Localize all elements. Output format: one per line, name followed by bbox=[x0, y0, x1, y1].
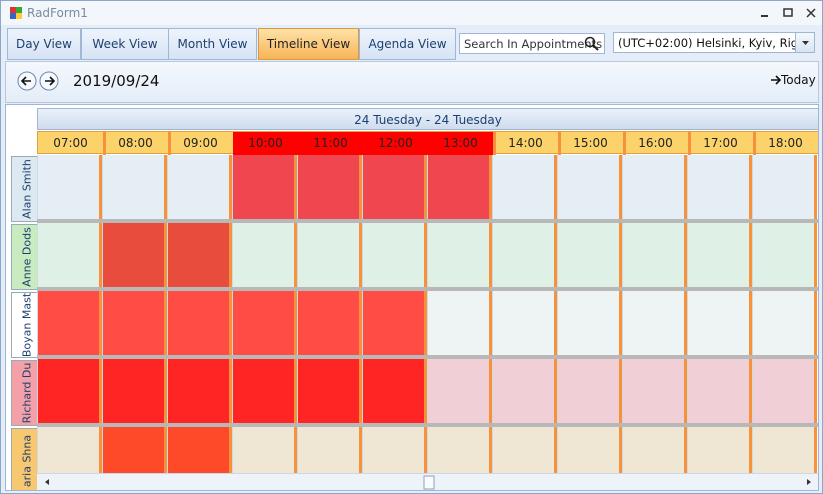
time-slot[interactable] bbox=[102, 155, 167, 219]
time-slot[interactable] bbox=[557, 155, 622, 219]
nav-bar: 2019/09/24 Today bbox=[5, 61, 819, 103]
window-controls[interactable] bbox=[757, 5, 819, 21]
date-header: 24 Tuesday - 24 Tuesday bbox=[37, 108, 818, 130]
time-slot[interactable] bbox=[102, 291, 167, 355]
search-icon bbox=[584, 36, 599, 51]
view-tab[interactable]: Week View bbox=[81, 28, 169, 60]
time-slot[interactable] bbox=[557, 291, 622, 355]
time-slot[interactable] bbox=[752, 223, 817, 287]
time-slot[interactable] bbox=[492, 155, 557, 219]
hour-label: 09:00 bbox=[168, 132, 236, 155]
time-slot[interactable] bbox=[297, 155, 362, 219]
today-arrow bbox=[771, 75, 782, 85]
time-slot[interactable] bbox=[167, 223, 232, 287]
time-slot[interactable] bbox=[687, 155, 752, 219]
resource-name: aria Shna bbox=[20, 434, 33, 488]
search-placeholder: Search In Appointments bbox=[464, 37, 603, 51]
time-slot[interactable] bbox=[752, 155, 817, 219]
combo-arrow[interactable] bbox=[795, 33, 814, 52]
view-tab[interactable]: Month View bbox=[168, 28, 257, 60]
resource-name: Boyan Mast bbox=[20, 292, 33, 358]
hour-label: 10:00 bbox=[233, 132, 301, 155]
time-slot[interactable] bbox=[362, 359, 427, 423]
nav-buttons[interactable] bbox=[16, 70, 62, 92]
timezone-text: (UTC+02:00) Helsinki, Kyiv, Riga, bbox=[618, 36, 809, 50]
hour-label: 14:00 bbox=[493, 132, 561, 155]
row-separator bbox=[37, 219, 818, 223]
time-slot[interactable] bbox=[687, 291, 752, 355]
current-date: 2019/09/24 bbox=[73, 72, 160, 90]
time-slot[interactable] bbox=[687, 359, 752, 423]
resource-name: Anne Dods bbox=[20, 227, 33, 287]
time-slot[interactable] bbox=[102, 359, 167, 423]
time-slot[interactable] bbox=[232, 155, 297, 219]
row-separator bbox=[37, 287, 818, 291]
time-slot[interactable] bbox=[492, 291, 557, 355]
time-slot[interactable] bbox=[427, 223, 492, 287]
time-slot[interactable] bbox=[362, 291, 427, 355]
time-slot[interactable] bbox=[37, 359, 102, 423]
time-slot[interactable] bbox=[752, 359, 817, 423]
time-slot[interactable] bbox=[427, 291, 492, 355]
time-slot[interactable] bbox=[297, 359, 362, 423]
hour-header: 07:00 08:00 09:00 10:00 11:00 12:00 13:00 14:00… bbox=[37, 131, 818, 155]
hour-label: 18:00 bbox=[753, 132, 818, 155]
resource-name: Alan Smith bbox=[20, 159, 33, 219]
search-box[interactable]: Search In Appointments bbox=[459, 33, 605, 54]
time-slot[interactable] bbox=[362, 155, 427, 219]
window-title: RadForm1 bbox=[27, 6, 88, 20]
hour-label: 07:00 bbox=[38, 132, 106, 155]
time-slot[interactable] bbox=[622, 223, 687, 287]
resource-tab: Anne Dods bbox=[11, 224, 42, 290]
time-slot[interactable] bbox=[427, 359, 492, 423]
time-slot[interactable] bbox=[557, 359, 622, 423]
time-slot[interactable] bbox=[622, 155, 687, 219]
today-button[interactable]: Today bbox=[781, 73, 816, 87]
time-slot[interactable] bbox=[37, 291, 102, 355]
time-slot[interactable] bbox=[37, 223, 102, 287]
hour-label: 12:00 bbox=[363, 132, 431, 155]
view-tab[interactable]: Agenda View bbox=[359, 28, 456, 60]
time-slot[interactable] bbox=[362, 223, 427, 287]
resource-tab: Richard Du bbox=[11, 360, 42, 426]
time-slot[interactable] bbox=[37, 155, 102, 219]
time-slot[interactable] bbox=[232, 291, 297, 355]
view-tab[interactable]: Timeline View bbox=[258, 28, 359, 60]
timeline-view: 24 Tuesday - 24 Tuesday 07:00 08:00 09:00 1… bbox=[5, 104, 819, 491]
resource-name: Richard Du bbox=[20, 362, 33, 424]
row-separator bbox=[37, 355, 818, 359]
time-slot[interactable] bbox=[232, 223, 297, 287]
resource-rows: Alan Smith Anne Dods Boyan Mast Richard Du a… bbox=[6, 155, 818, 490]
time-slot[interactable] bbox=[427, 155, 492, 219]
title-bar: RadForm1 bbox=[1, 1, 822, 25]
hour-label: 17:00 bbox=[688, 132, 756, 155]
time-slot[interactable] bbox=[232, 359, 297, 423]
time-slot[interactable] bbox=[557, 223, 622, 287]
time-slot[interactable] bbox=[752, 291, 817, 355]
time-slot[interactable] bbox=[492, 223, 557, 287]
time-slot[interactable] bbox=[167, 359, 232, 423]
hour-label: 13:00 bbox=[428, 132, 496, 155]
time-slot[interactable] bbox=[167, 155, 232, 219]
hour-label: 15:00 bbox=[558, 132, 626, 155]
view-tab[interactable]: Day View bbox=[7, 28, 81, 60]
hour-label: 08:00 bbox=[103, 132, 171, 155]
time-slot[interactable] bbox=[622, 291, 687, 355]
time-slot[interactable] bbox=[102, 223, 167, 287]
time-slot[interactable] bbox=[297, 223, 362, 287]
timezone-combo[interactable]: (UTC+02:00) Helsinki, Kyiv, Riga, bbox=[613, 32, 815, 53]
hour-label: 16:00 bbox=[623, 132, 691, 155]
time-slot[interactable] bbox=[167, 291, 232, 355]
time-slot[interactable] bbox=[687, 223, 752, 287]
time-slot[interactable] bbox=[492, 359, 557, 423]
row-separator bbox=[37, 423, 818, 427]
scrollbar[interactable] bbox=[37, 473, 818, 490]
app-icon bbox=[10, 7, 22, 19]
time-slot[interactable] bbox=[622, 359, 687, 423]
time-slot[interactable] bbox=[297, 291, 362, 355]
hour-label: 11:00 bbox=[298, 132, 366, 155]
